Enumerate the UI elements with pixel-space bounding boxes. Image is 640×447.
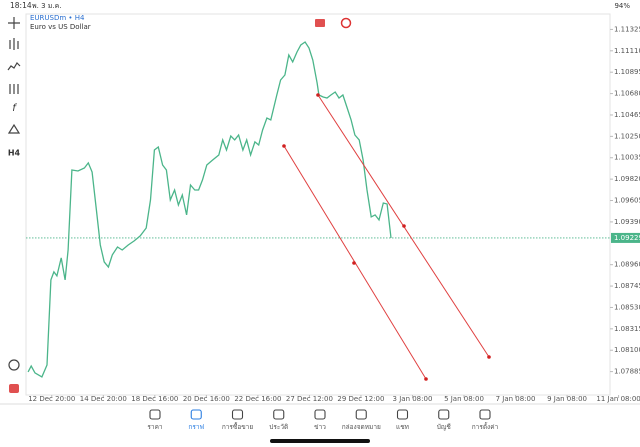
left-toolbar: f H4 (7, 17, 21, 393)
tab-bar: ราคา กราฟ การซื้อขาย ประวัติ ข่าว กล่องจดหมาย… (147, 409, 499, 431)
tab-icon[interactable] (438, 409, 450, 420)
indicator-icon[interactable] (7, 62, 21, 71)
tab-label[interactable]: ประวัติ (269, 423, 288, 431)
x-tick-label: 18 Dec 16:00 (131, 395, 178, 403)
tab-icon[interactable] (314, 409, 326, 420)
price-line (27, 41, 392, 378)
x-tick-label: 14 Dec 20:00 (80, 395, 127, 403)
tab-icon[interactable] (479, 409, 491, 420)
tab-icon[interactable] (396, 409, 409, 420)
x-tick-label: 22 Dec 16:00 (234, 395, 281, 403)
tab-label[interactable]: การตั้งค่า (472, 422, 499, 431)
trend-lines (282, 93, 491, 381)
x-tick-label: 20 Dec 16:00 (183, 395, 230, 403)
y-tick-label: 1.09605 (614, 197, 640, 205)
y-tick-label: 1.08315 (614, 325, 640, 333)
app-icon[interactable] (9, 384, 19, 393)
y-tick-label: 1.08530 (614, 303, 640, 311)
tab-label[interactable]: ราคา (147, 423, 162, 431)
y-tick-label: 1.11110 (614, 47, 640, 55)
y-tick-label: 1.08960 (614, 261, 640, 269)
y-tick-label: 1.10465 (614, 111, 640, 119)
status-date: พ. 3 ม.ค. (32, 2, 62, 10)
x-tick-label: 5 Jan 08:00 (444, 395, 484, 403)
y-tick-label: 1.08745 (614, 282, 640, 290)
current-price-box (611, 232, 640, 243)
y-tick-label: 1.10895 (614, 68, 640, 76)
y-tick-label: 1.10680 (614, 90, 640, 98)
x-tick-label: 7 Jan 08:00 (496, 395, 536, 403)
function-icon[interactable]: f (12, 103, 17, 114)
tab-label[interactable]: บัญชี (437, 423, 452, 431)
bars-icon[interactable] (9, 84, 19, 94)
symbol-description: Euro vs US Dollar (30, 23, 91, 31)
y-tick-label: 1.10035 (614, 154, 640, 162)
tab-label[interactable]: ข่าว (314, 423, 326, 431)
tab-icon[interactable] (149, 409, 161, 420)
chart: 1.11325 1.11110 1.10895 1.10680 1.10465 1.102… (25, 13, 640, 403)
flag-icon (315, 19, 325, 27)
tab-label[interactable]: แชท (396, 423, 409, 431)
x-tick-label: 3 Jan 08:00 (393, 395, 433, 403)
tab-icon[interactable] (273, 409, 285, 420)
y-tick-label: 1.10250 (614, 132, 640, 140)
chart-type-icon[interactable] (9, 38, 19, 50)
symbol[interactable]: EURUSDm • H4 (30, 14, 85, 22)
x-tick-label: 27 Dec 12:00 (286, 395, 333, 403)
y-tick-label: 1.07885 (614, 368, 640, 376)
y-tick-label: 1.09390 (614, 218, 640, 226)
tab-label[interactable]: การซื้อขาย (222, 422, 253, 431)
objects-icon[interactable] (7, 123, 21, 134)
trend-anchor (424, 377, 428, 381)
tab-icon[interactable] (190, 409, 202, 420)
tab-icon[interactable] (355, 409, 367, 420)
trend-anchor (402, 224, 406, 228)
tab-label[interactable]: กล่องจดหมาย (342, 423, 381, 431)
trend-anchor (487, 355, 491, 359)
status-battery: 94% (614, 2, 630, 10)
x-tick-label: 12 Dec 20:00 (28, 395, 75, 403)
plot-frame (25, 13, 611, 396)
tab-label[interactable]: กราฟ (188, 423, 204, 431)
tab-icon[interactable] (231, 409, 244, 420)
trend-anchor (316, 93, 320, 97)
timeframe-button[interactable]: H4 (8, 149, 21, 158)
y-tick-label: 1.11325 (614, 25, 640, 33)
y-tick-label: 1.09820 (614, 175, 640, 183)
x-tick-label: 29 Dec 12:00 (337, 395, 384, 403)
trend-anchor (282, 144, 286, 148)
x-tick-label: 11 Jan 08:00 (596, 395, 640, 403)
status-time: 18:14 (10, 1, 32, 10)
current-price-label: 1.09229 (614, 234, 640, 242)
speed-icon[interactable] (8, 359, 20, 371)
home-indicator (270, 439, 370, 443)
sync-icon[interactable] (340, 17, 352, 29)
x-tick-label: 9 Jan 08:00 (547, 395, 587, 403)
crosshair-icon[interactable] (8, 17, 20, 29)
trend-anchor (352, 261, 356, 265)
y-tick-label: 1.08100 (614, 346, 640, 354)
